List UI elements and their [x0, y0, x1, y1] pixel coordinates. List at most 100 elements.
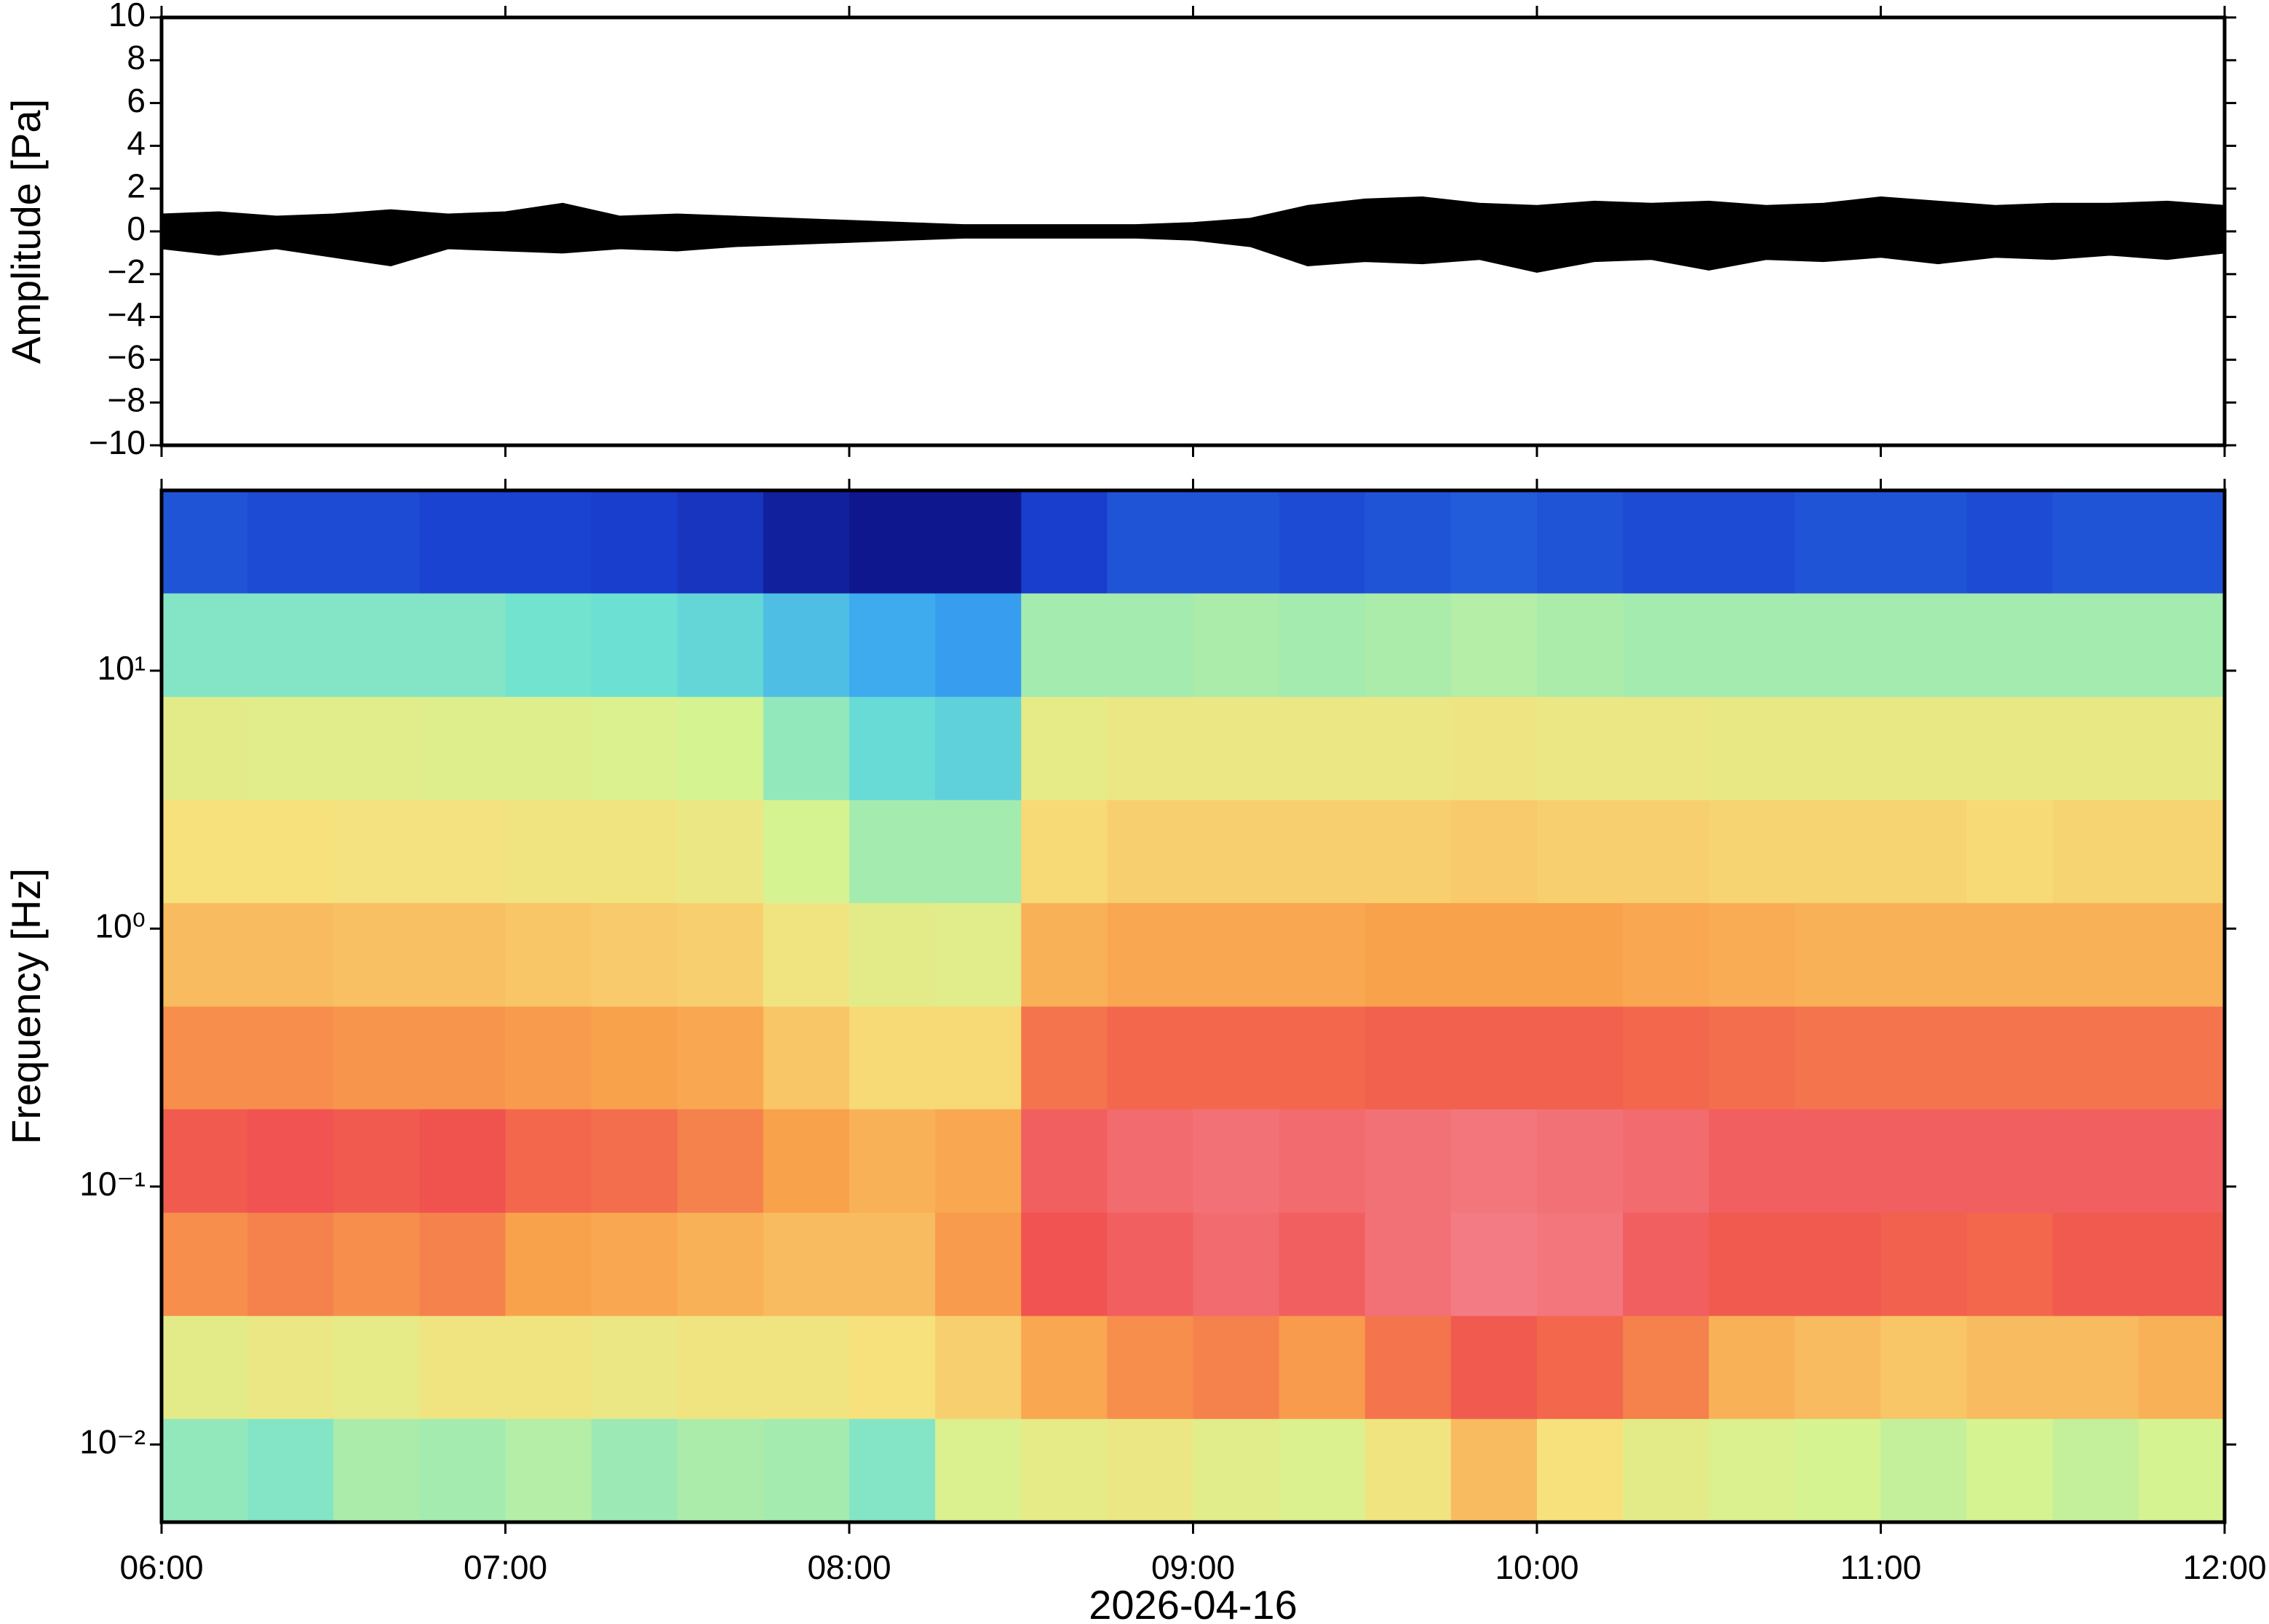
heatmap-cell: [1623, 1109, 1709, 1213]
heatmap-cell: [162, 902, 248, 1007]
heatmap-cell: [935, 593, 1022, 697]
heatmap-cell: [1193, 696, 1280, 800]
heatmap-cell: [1193, 902, 1280, 1007]
heatmap-cell: [849, 490, 936, 594]
y-tick-label: −8: [108, 381, 146, 418]
heatmap-cell: [1107, 490, 1193, 594]
heatmap-cell: [333, 800, 420, 904]
heatmap-cell: [2052, 1315, 2139, 1420]
heatmap-cell: [1623, 1418, 1709, 1522]
heatmap-cell: [1880, 1212, 1968, 1316]
heatmap-cell: [505, 1315, 592, 1420]
heatmap-cell: [2138, 1418, 2225, 1522]
heatmap-cell: [1537, 800, 1624, 904]
heatmap-cell: [162, 1109, 248, 1213]
heatmap-cell: [1364, 1212, 1452, 1316]
heatmap-cell: [849, 1212, 936, 1316]
heatmap-cell: [247, 1315, 334, 1420]
plot-area: [162, 196, 2225, 273]
heatmap-cell: [419, 593, 506, 697]
y-tick-label: 6: [127, 81, 146, 119]
heatmap-cell: [2052, 800, 2139, 904]
heatmap-cell: [1450, 696, 1538, 800]
heatmap-cell: [1107, 800, 1193, 904]
heatmap-cell: [1537, 1109, 1624, 1213]
x-axis-title: 2026-04-16: [1089, 1582, 1297, 1624]
heatmap-cell: [1880, 902, 1968, 1007]
heatmap-cell: [1966, 1418, 2054, 1522]
heatmap-cell: [763, 593, 850, 697]
heatmap-cell: [591, 800, 678, 904]
heatmap-cell: [677, 1006, 764, 1110]
heatmap-cell: [677, 902, 764, 1007]
heatmap-cell: [1279, 1418, 1366, 1522]
y-axis-title: Frequency [Hz]: [3, 868, 49, 1145]
heatmap-cell: [247, 593, 334, 697]
heatmap-cell: [1450, 1109, 1538, 1213]
x-tick-label: 08:00: [807, 1548, 891, 1586]
heatmap-cell: [849, 1006, 936, 1110]
heatmap-cell: [1966, 1006, 2054, 1110]
heatmap-cell: [935, 1006, 1022, 1110]
heatmap-cell: [1193, 800, 1280, 904]
heatmap-cell: [1709, 1006, 1795, 1110]
heatmap-cell: [849, 1109, 936, 1213]
heatmap-cell: [1021, 902, 1108, 1007]
heatmap-cell: [247, 490, 334, 594]
heatmap-cell: [419, 696, 506, 800]
heatmap-cell: [2138, 800, 2225, 904]
heatmap-cell: [935, 696, 1022, 800]
heatmap-cell: [1966, 1212, 2054, 1316]
heatmap-cell: [505, 490, 592, 594]
heatmap-cell: [1623, 490, 1709, 594]
heatmap-cell: [1193, 1109, 1280, 1213]
heatmap-cell: [1537, 696, 1624, 800]
heatmap-cell: [1880, 593, 1968, 697]
heatmap-cell: [1709, 490, 1795, 594]
heatmap-cell: [505, 1006, 592, 1110]
y-tick-label: 0: [127, 210, 146, 247]
heatmap-cell: [1795, 490, 1881, 594]
waveform-lower: [162, 231, 2225, 273]
heatmap-cell: [849, 593, 936, 697]
heatmap-cell: [1364, 902, 1452, 1007]
heatmap-cell: [2138, 1006, 2225, 1110]
heatmap-cell: [2138, 1315, 2225, 1420]
waveform-upper: [162, 196, 2225, 232]
heatmap-cell: [1450, 1315, 1538, 1420]
heatmap-cell: [677, 1315, 764, 1420]
heatmap-cell: [1107, 902, 1193, 1007]
x-tick-label: 06:00: [119, 1548, 203, 1586]
x-tick-label: 07:00: [464, 1548, 547, 1586]
heatmap-cell: [1966, 490, 2054, 594]
heatmap-cell: [1623, 902, 1709, 1007]
heatmap-cell: [505, 1212, 592, 1316]
heatmap-cell: [333, 1315, 420, 1420]
heatmap-cell: [1364, 593, 1452, 697]
heatmap-cell: [1966, 696, 2054, 800]
heatmap-cell: [1795, 902, 1881, 1007]
heatmap-cell: [1021, 800, 1108, 904]
heatmap-cell: [935, 902, 1022, 1007]
heatmap-cell: [1450, 902, 1538, 1007]
heatmap-cell: [162, 800, 248, 904]
heatmap-cell: [1709, 1212, 1795, 1316]
heatmap-cell: [1021, 1006, 1108, 1110]
heatmap-cell: [333, 490, 420, 594]
heatmap-cell: [1364, 490, 1452, 594]
heatmap-cell: [1279, 800, 1366, 904]
heatmap-cell: [935, 1315, 1022, 1420]
heatmap-cell: [247, 1109, 334, 1213]
heatmap-cell: [1021, 490, 1108, 594]
heatmap-cell: [1880, 1109, 1968, 1213]
heatmap-cell: [1623, 1006, 1709, 1110]
heatmap-cell: [505, 696, 592, 800]
heatmap-cell: [1880, 1006, 1968, 1110]
heatmap-cell: [1966, 1315, 2054, 1420]
x-tick-label: 09:00: [1151, 1548, 1235, 1586]
heatmap-cell: [1107, 1212, 1193, 1316]
heatmap-cell: [247, 1006, 334, 1110]
heatmap-cell: [162, 593, 248, 697]
